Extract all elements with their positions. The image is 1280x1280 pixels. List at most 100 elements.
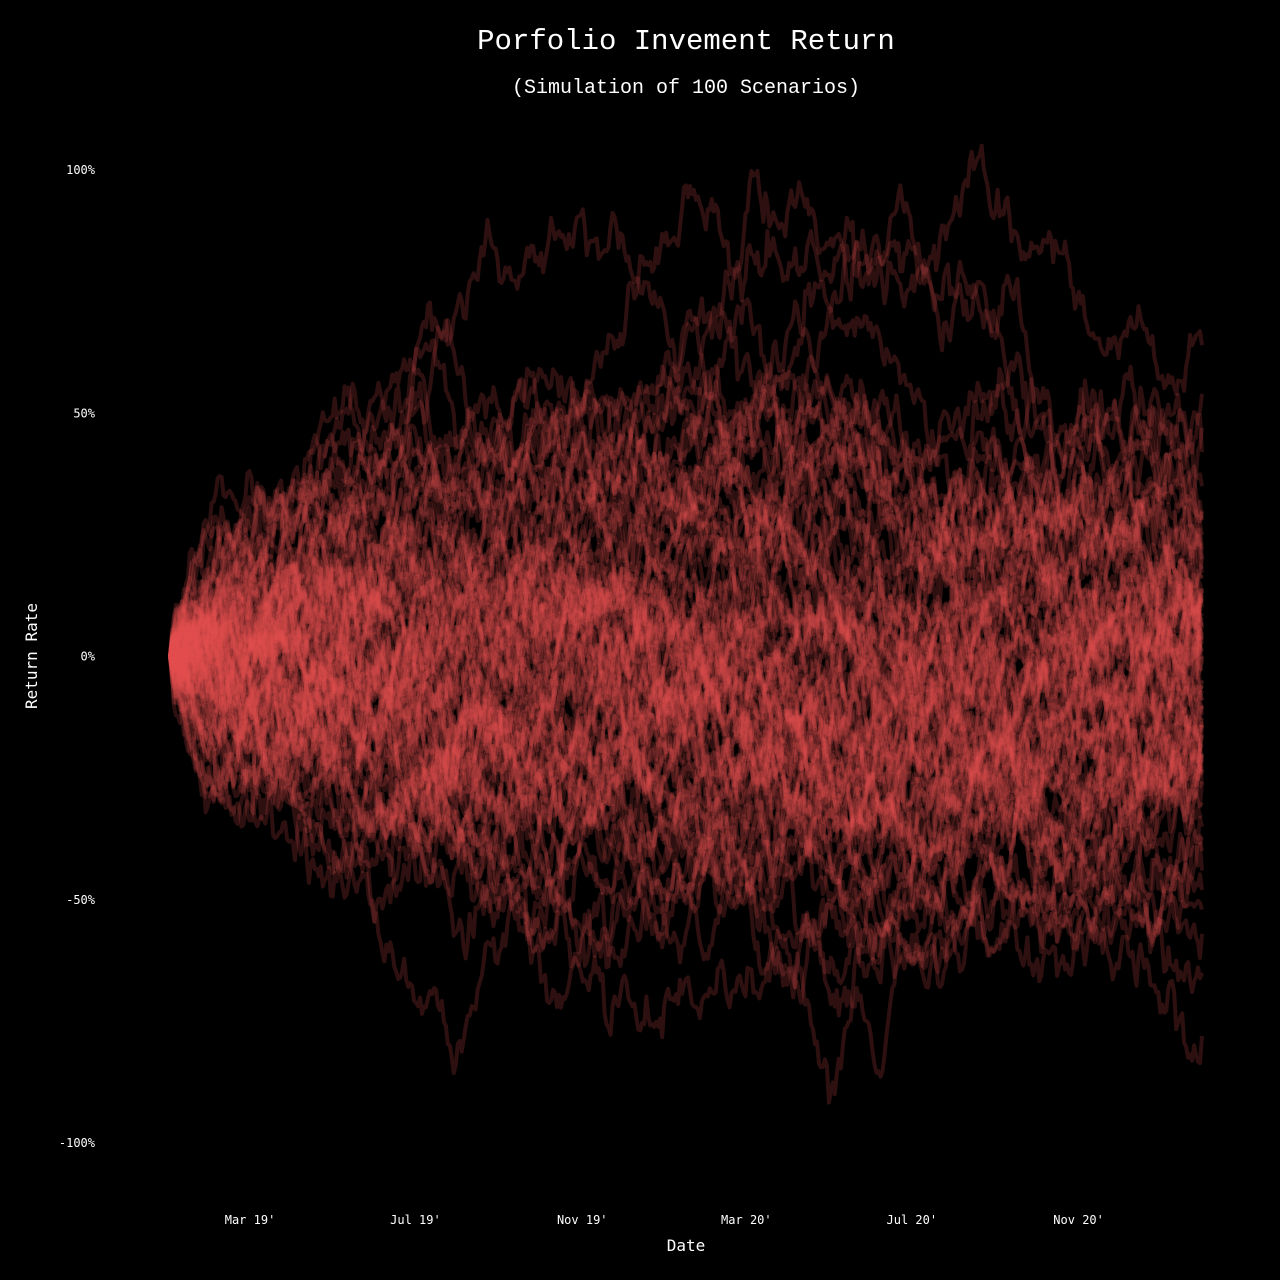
- scenario-line: [168, 461, 1204, 750]
- scenario-line: [168, 467, 1204, 785]
- y-axis-ticks: 100% 50% 0% -50% -100%: [59, 163, 96, 1150]
- scenario-line: [168, 431, 1204, 839]
- scenario-line: [168, 512, 1204, 803]
- scenario-line: [168, 435, 1203, 788]
- scenario-line: [168, 299, 1204, 662]
- scenario-line: [169, 618, 1203, 943]
- scenario-line: [168, 650, 1204, 900]
- scenario-line: [168, 435, 1203, 826]
- scenario-line: [168, 448, 1204, 808]
- scenario-line: [168, 387, 1204, 657]
- chart-title: Porfolio Invement Return: [477, 25, 895, 58]
- y-tick-label: 0%: [81, 650, 96, 664]
- y-tick-label: 50%: [73, 406, 95, 420]
- x-tick-label: Nov 19': [557, 1213, 608, 1227]
- y-tick-label: 100%: [66, 163, 96, 177]
- y-tick-label: -50%: [66, 893, 96, 907]
- scenario-line: [168, 545, 1204, 898]
- scenario-line: [168, 534, 1204, 958]
- scenario-line: [168, 448, 1204, 772]
- scenario-line: [168, 601, 1204, 896]
- scenario-line: [168, 611, 1204, 891]
- scenario-line: [168, 514, 1204, 960]
- y-tick-label: -100%: [59, 1136, 96, 1150]
- scenario-line: [168, 577, 1204, 904]
- scenario-line: [168, 586, 1204, 902]
- scenario-line: [168, 228, 1204, 696]
- scenario-line: [168, 553, 1204, 1105]
- x-tick-label: Jul 20': [887, 1213, 938, 1227]
- chart-subtitle: (Simulation of 100 Scenarios): [512, 77, 860, 100]
- scenario-line: [168, 480, 1204, 872]
- scenario-line: [168, 469, 1204, 847]
- scenario-line: [169, 500, 1204, 794]
- scenario-line: [168, 541, 1204, 862]
- scenario-line: [168, 478, 1204, 985]
- scenario-line: [168, 556, 1204, 994]
- scenario-line: [168, 460, 1204, 771]
- scenario-line: [168, 452, 1204, 775]
- scenario-line: [168, 599, 1204, 829]
- x-axis-label: Date: [667, 1236, 706, 1255]
- scenario-line: [168, 628, 1204, 1010]
- scenario-line: [168, 486, 1204, 990]
- scenario-line: [168, 416, 1204, 763]
- scenario-line: [168, 364, 1204, 823]
- x-tick-label: Mar 19': [225, 1213, 276, 1227]
- scenario-line: [168, 614, 1204, 970]
- scenario-line: [168, 436, 1204, 754]
- scenario-line: [168, 378, 1203, 712]
- scenario-line: [168, 589, 1204, 912]
- scenario-line: [168, 588, 1204, 914]
- scenario-line: [168, 279, 1204, 719]
- scenario-line: [168, 486, 1204, 907]
- scenario-line: [168, 430, 1204, 728]
- scenario-line: [169, 537, 1204, 888]
- scenario-line: [168, 143, 1204, 657]
- scenario-line: [168, 338, 1204, 679]
- scenario-line: [168, 557, 1204, 825]
- scenario-line: [168, 385, 1204, 722]
- scenario-line: [168, 579, 1203, 762]
- scenario-line: [168, 387, 1204, 742]
- scenario-line: [168, 523, 1204, 820]
- scenario-line: [168, 626, 1204, 955]
- scenario-line: [168, 542, 1204, 812]
- scenario-line: [168, 625, 1204, 914]
- scenario-line: [168, 519, 1204, 1075]
- scenario-line: [168, 583, 1204, 863]
- scenario-line: [168, 441, 1204, 784]
- scenario-line: [168, 497, 1204, 886]
- scenario-line: [168, 524, 1204, 908]
- scenario-line: [168, 411, 1204, 768]
- scenario-line: [168, 517, 1204, 880]
- scenario-line: [168, 576, 1203, 1040]
- scenario-line: [168, 540, 1204, 843]
- scenario-line: [168, 559, 1204, 862]
- x-tick-label: Nov 20': [1053, 1213, 1104, 1227]
- scenario-line: [168, 655, 1204, 1066]
- scenario-lines: [168, 143, 1204, 1105]
- scenario-line: [168, 573, 1204, 868]
- scenario-line: [168, 441, 1204, 763]
- scenario-line: [168, 592, 1204, 836]
- x-tick-label: Mar 20': [721, 1213, 772, 1227]
- scenario-line: [168, 447, 1204, 786]
- scenario-line: [168, 645, 1203, 989]
- scenario-line: [168, 389, 1204, 750]
- scenario-line: [168, 599, 1204, 1079]
- scenario-line: [168, 470, 1204, 823]
- scenario-line: [168, 497, 1204, 864]
- scenario-line: [168, 570, 1204, 895]
- scenario-line: [168, 492, 1204, 974]
- scenario-line: [168, 426, 1204, 796]
- scenario-line: [168, 519, 1204, 843]
- scenario-line: [168, 376, 1203, 732]
- scenario-line: [168, 373, 1204, 708]
- scenario-line: [169, 183, 1204, 715]
- scenario-line: [168, 436, 1204, 778]
- scenario-line: [168, 380, 1203, 657]
- scenario-line: [168, 478, 1204, 860]
- scenario-line: [169, 578, 1204, 941]
